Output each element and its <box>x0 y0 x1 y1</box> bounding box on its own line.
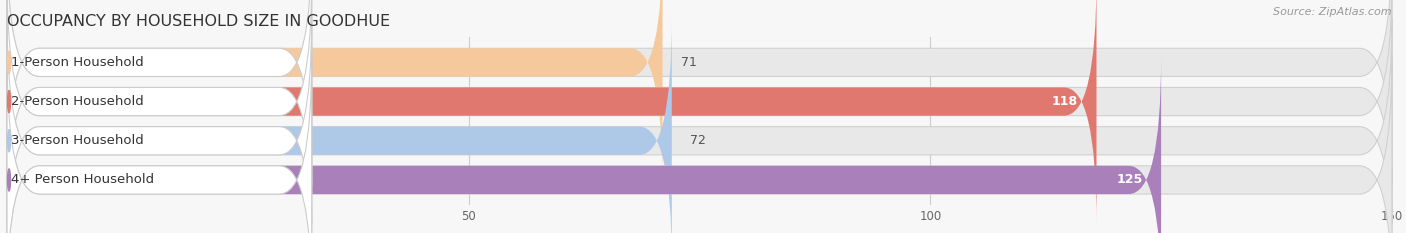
FancyBboxPatch shape <box>7 0 312 185</box>
Text: 3-Person Household: 3-Person Household <box>11 134 143 147</box>
Text: 125: 125 <box>1116 173 1143 186</box>
Text: 118: 118 <box>1052 95 1078 108</box>
Ellipse shape <box>7 169 10 191</box>
FancyBboxPatch shape <box>7 57 312 233</box>
FancyBboxPatch shape <box>7 0 1392 225</box>
FancyBboxPatch shape <box>7 18 672 233</box>
FancyBboxPatch shape <box>7 18 312 233</box>
FancyBboxPatch shape <box>7 0 1392 185</box>
FancyBboxPatch shape <box>7 57 1392 233</box>
FancyBboxPatch shape <box>7 18 1392 233</box>
FancyBboxPatch shape <box>7 57 1161 233</box>
Text: Source: ZipAtlas.com: Source: ZipAtlas.com <box>1274 7 1392 17</box>
Text: 1-Person Household: 1-Person Household <box>11 56 143 69</box>
FancyBboxPatch shape <box>7 0 662 185</box>
Text: 72: 72 <box>690 134 706 147</box>
Text: 71: 71 <box>681 56 697 69</box>
Ellipse shape <box>7 51 10 73</box>
Ellipse shape <box>7 91 10 113</box>
Text: OCCUPANCY BY HOUSEHOLD SIZE IN GOODHUE: OCCUPANCY BY HOUSEHOLD SIZE IN GOODHUE <box>7 14 389 29</box>
FancyBboxPatch shape <box>7 0 312 225</box>
Text: 4+ Person Household: 4+ Person Household <box>11 173 155 186</box>
Ellipse shape <box>7 130 10 152</box>
Text: 2-Person Household: 2-Person Household <box>11 95 143 108</box>
FancyBboxPatch shape <box>7 0 1097 225</box>
